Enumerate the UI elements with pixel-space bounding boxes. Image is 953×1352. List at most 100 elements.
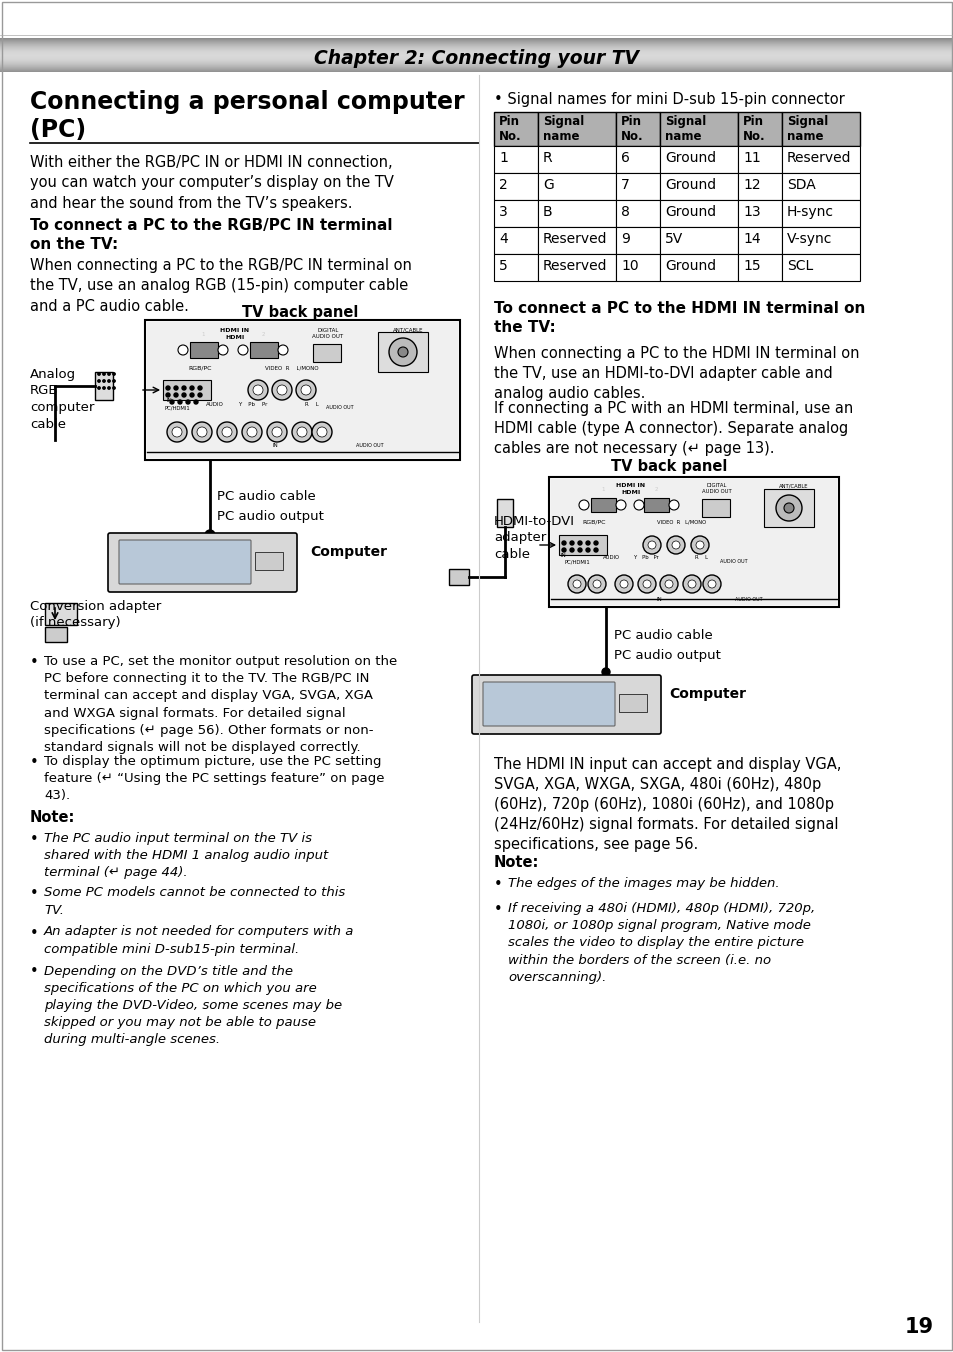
FancyBboxPatch shape (119, 539, 251, 584)
Circle shape (205, 530, 214, 539)
Text: Signal
name: Signal name (664, 115, 705, 143)
Text: Signal
name: Signal name (542, 115, 583, 143)
Circle shape (301, 385, 311, 395)
Text: Chapter 2: Connecting your TV: Chapter 2: Connecting your TV (314, 49, 639, 68)
Bar (494, 146, 537, 173)
Text: To display the optimum picture, use the PC setting
feature (↵ “Using the PC sett: To display the optimum picture, use the … (44, 754, 384, 802)
Bar (250, 342, 277, 358)
Bar (494, 200, 537, 227)
Bar (781, 200, 859, 227)
Circle shape (567, 575, 585, 594)
Bar (659, 146, 738, 173)
Bar (659, 112, 738, 146)
Text: AUDIO: AUDIO (602, 556, 618, 560)
Bar (738, 173, 781, 200)
FancyBboxPatch shape (472, 675, 660, 734)
Circle shape (247, 427, 256, 437)
Text: Reserved: Reserved (542, 260, 607, 273)
Bar (701, 499, 729, 516)
Circle shape (634, 500, 643, 510)
Text: Reserved: Reserved (786, 151, 851, 165)
Text: ANT/CABLE: ANT/CABLE (393, 329, 423, 333)
Text: Pin
No.: Pin No. (620, 115, 643, 143)
Text: G: G (542, 178, 553, 192)
Text: DIGITAL: DIGITAL (706, 483, 726, 488)
Text: PC audio cable: PC audio cable (614, 629, 712, 642)
Text: 7: 7 (620, 178, 629, 192)
Text: •: • (30, 754, 39, 771)
Text: AUDIO OUT: AUDIO OUT (355, 443, 383, 448)
Bar (738, 227, 781, 254)
Text: • Signal names for mini D-sub 15-pin connector: • Signal names for mini D-sub 15-pin con… (494, 92, 843, 107)
Circle shape (112, 387, 115, 389)
Text: •: • (494, 902, 502, 917)
Circle shape (585, 548, 589, 552)
Text: •: • (494, 877, 502, 892)
Text: IN: IN (272, 443, 277, 448)
Text: Pin
No.: Pin No. (498, 115, 521, 143)
Circle shape (198, 393, 202, 397)
Text: AUDIO OUT: AUDIO OUT (720, 558, 747, 564)
Circle shape (659, 575, 678, 594)
Circle shape (561, 541, 565, 545)
Text: R    L: R L (695, 556, 708, 560)
Circle shape (389, 338, 416, 366)
Bar (537, 173, 616, 200)
Bar (494, 173, 537, 200)
Text: To connect a PC to the HDMI IN terminal on
the TV:: To connect a PC to the HDMI IN terminal … (494, 301, 864, 334)
Text: HDMI: HDMI (225, 335, 244, 339)
Circle shape (292, 422, 312, 442)
Bar (616, 227, 659, 254)
Text: 5V: 5V (664, 233, 682, 246)
Circle shape (170, 400, 173, 404)
Bar (616, 173, 659, 200)
Circle shape (267, 422, 287, 442)
Circle shape (242, 422, 262, 442)
Circle shape (642, 580, 650, 588)
Circle shape (642, 535, 660, 554)
Bar (781, 146, 859, 173)
Bar (781, 227, 859, 254)
Text: H-sync: H-sync (786, 206, 833, 219)
Circle shape (192, 422, 212, 442)
Bar (616, 146, 659, 173)
Bar (190, 342, 218, 358)
Text: HDMI IN: HDMI IN (616, 483, 645, 488)
Circle shape (619, 580, 627, 588)
Circle shape (295, 380, 315, 400)
Text: TV back panel: TV back panel (610, 458, 726, 475)
Bar (659, 200, 738, 227)
Circle shape (112, 373, 115, 376)
Circle shape (272, 380, 292, 400)
Circle shape (178, 400, 182, 404)
Circle shape (277, 345, 288, 356)
Text: DIGITAL: DIGITAL (317, 329, 338, 333)
Bar (147, 322, 457, 458)
Text: 5: 5 (498, 260, 507, 273)
Circle shape (276, 385, 287, 395)
Circle shape (103, 380, 105, 383)
Text: Depending on the DVD’s title and the
specifications of the PC on which you are
p: Depending on the DVD’s title and the spe… (44, 964, 342, 1046)
Circle shape (578, 548, 581, 552)
Circle shape (601, 668, 609, 676)
Bar (616, 112, 659, 146)
Text: Connecting a personal computer: Connecting a personal computer (30, 91, 464, 114)
Circle shape (193, 400, 198, 404)
Bar (738, 200, 781, 227)
Text: 14: 14 (742, 233, 760, 246)
Text: 1: 1 (600, 487, 604, 492)
Circle shape (783, 503, 793, 512)
Text: VIDEO  R   L/MONO: VIDEO R L/MONO (657, 519, 705, 525)
Text: SDA: SDA (786, 178, 815, 192)
Circle shape (272, 427, 282, 437)
Circle shape (585, 541, 589, 545)
Circle shape (561, 548, 565, 552)
Text: PC/HDMI1: PC/HDMI1 (563, 558, 589, 564)
Text: The edges of the images may be hidden.: The edges of the images may be hidden. (507, 877, 779, 890)
Text: If connecting a PC with an HDMI terminal, use an
HDMI cable (type A connector). : If connecting a PC with an HDMI terminal… (494, 402, 852, 456)
Text: 15: 15 (742, 260, 760, 273)
Text: The PC audio input terminal on the TV is
shared with the HDMI 1 analog audio inp: The PC audio input terminal on the TV is… (44, 831, 328, 879)
Text: 12: 12 (742, 178, 760, 192)
Text: Y    Pb    Pr: Y Pb Pr (238, 402, 268, 407)
Bar (163, 380, 211, 400)
